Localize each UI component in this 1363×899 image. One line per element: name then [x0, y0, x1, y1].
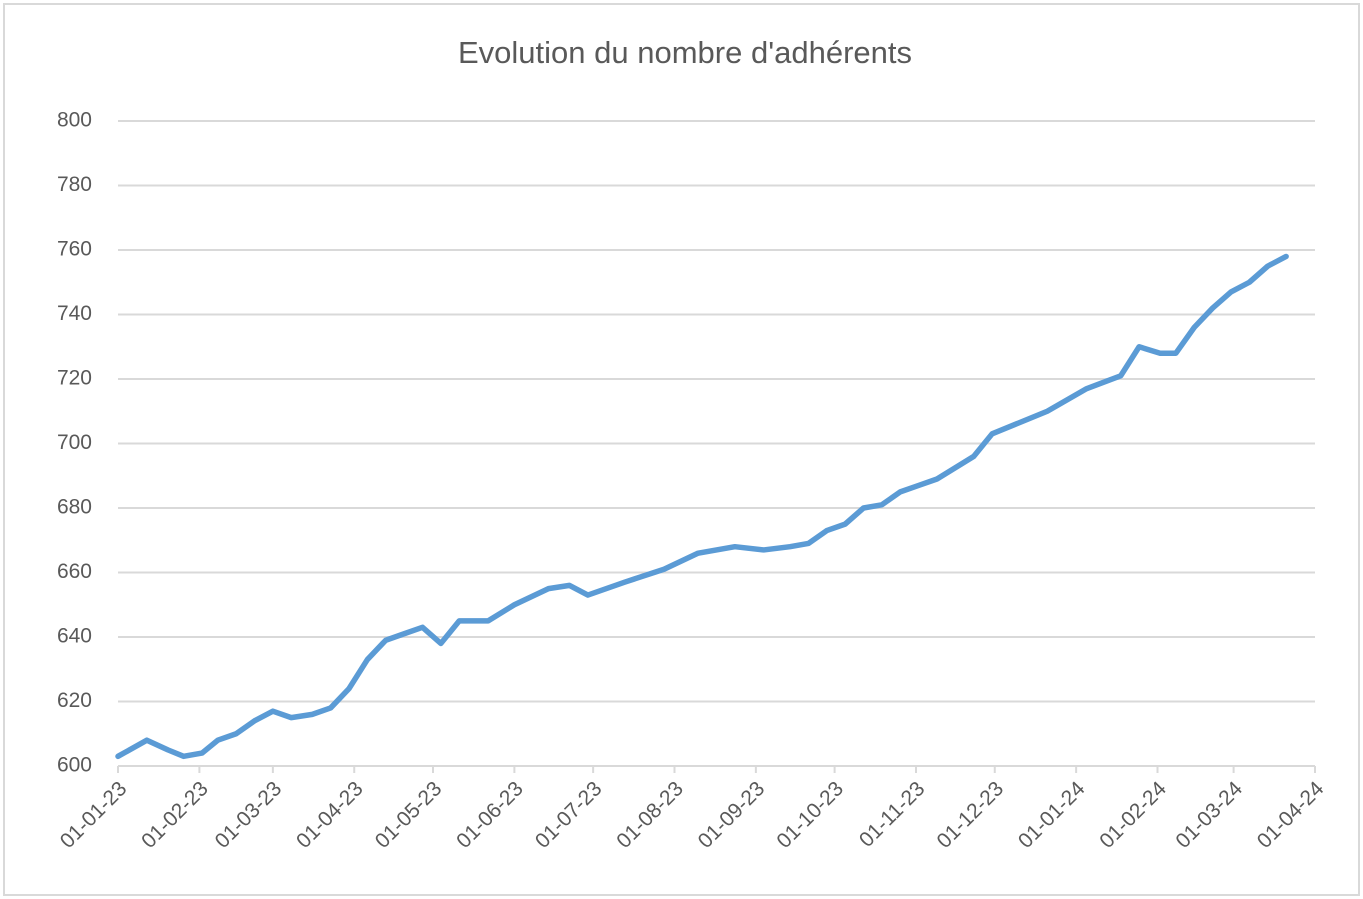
y-tick-label: 740: [57, 302, 92, 325]
y-tick-label: 720: [57, 367, 92, 390]
y-tick-label: 800: [57, 109, 92, 132]
y-tick-label: 640: [57, 625, 92, 648]
chart-title: Evolution du nombre d'adhérents: [458, 35, 912, 70]
y-tick-label: 600: [57, 754, 92, 777]
y-tick-label: 620: [57, 689, 92, 712]
y-tick-label: 780: [57, 173, 92, 196]
y-tick-label: 760: [57, 238, 92, 261]
chart-border: [3, 3, 1360, 896]
y-tick-label: 660: [57, 560, 92, 583]
data-line: [115, 253, 1289, 760]
y-tick-label: 700: [57, 431, 92, 454]
y-tick-label: 680: [57, 496, 92, 519]
